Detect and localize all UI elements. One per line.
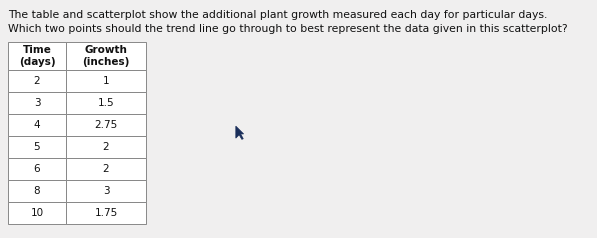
Text: 4: 4 xyxy=(33,120,41,130)
Bar xyxy=(66,92,146,114)
Text: 6: 6 xyxy=(33,164,41,174)
Bar xyxy=(8,114,66,136)
Text: 1: 1 xyxy=(103,76,109,86)
Bar xyxy=(66,70,146,92)
Text: 3: 3 xyxy=(33,98,41,108)
Bar xyxy=(8,136,66,158)
Bar xyxy=(8,158,66,180)
Polygon shape xyxy=(236,126,244,139)
Text: 5: 5 xyxy=(33,142,41,152)
Text: 3: 3 xyxy=(103,186,109,196)
Bar xyxy=(8,92,66,114)
Bar xyxy=(8,42,66,70)
Text: 10: 10 xyxy=(30,208,44,218)
Text: 2: 2 xyxy=(103,142,109,152)
Text: Time
(days): Time (days) xyxy=(19,45,56,67)
Text: 2.75: 2.75 xyxy=(94,120,118,130)
Text: 1.75: 1.75 xyxy=(94,208,118,218)
Text: 8: 8 xyxy=(33,186,41,196)
Bar xyxy=(66,158,146,180)
Bar xyxy=(66,180,146,202)
Bar xyxy=(8,70,66,92)
Text: 2: 2 xyxy=(33,76,41,86)
Text: Growth
(inches): Growth (inches) xyxy=(82,45,130,67)
Bar xyxy=(66,42,146,70)
Bar xyxy=(8,180,66,202)
Bar xyxy=(66,202,146,224)
Text: 1.5: 1.5 xyxy=(98,98,114,108)
Text: The table and scatterplot show the additional plant growth measured each day for: The table and scatterplot show the addit… xyxy=(8,10,547,20)
Text: Which two points should the trend line go through to best represent the data giv: Which two points should the trend line g… xyxy=(8,24,568,34)
Text: 2: 2 xyxy=(103,164,109,174)
Bar xyxy=(8,202,66,224)
Bar xyxy=(66,136,146,158)
Bar xyxy=(66,114,146,136)
